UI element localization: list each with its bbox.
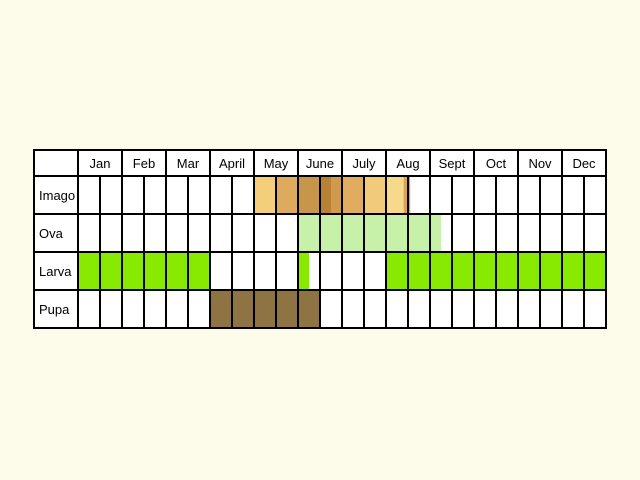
imago-band xyxy=(298,176,320,214)
month-label: Jan xyxy=(90,156,111,171)
stage-label-larva: Larva xyxy=(39,264,72,279)
month-label: May xyxy=(264,156,289,171)
month-label: Sept xyxy=(439,156,466,171)
stage-label-ova: Ova xyxy=(39,226,64,241)
stage-label-imago: Imago xyxy=(39,188,75,203)
grid-lines xyxy=(33,149,607,329)
month-label: Oct xyxy=(486,156,507,171)
month-label: Nov xyxy=(528,156,552,171)
month-label: Feb xyxy=(133,156,155,171)
larva-band xyxy=(298,252,309,290)
month-label: July xyxy=(352,156,376,171)
month-label: Aug xyxy=(396,156,419,171)
month-label: Dec xyxy=(572,156,596,171)
imago-band xyxy=(254,176,276,214)
diagram-labels: Jan Feb Mar April May June July Aug Sept Oct Nov De… xyxy=(39,156,596,317)
imago-band xyxy=(364,176,386,214)
imago-band xyxy=(342,176,364,214)
imago-band xyxy=(403,176,411,214)
stage-label-pupa: Pupa xyxy=(39,302,70,317)
month-label: June xyxy=(306,156,334,171)
imago-band xyxy=(276,176,298,214)
pupa-band xyxy=(210,290,320,328)
month-label: April xyxy=(219,156,245,171)
imago-band xyxy=(331,176,342,214)
imago-band xyxy=(386,176,404,214)
ova-band xyxy=(298,214,441,252)
month-label: Mar xyxy=(177,156,200,171)
imago-band xyxy=(320,176,331,214)
